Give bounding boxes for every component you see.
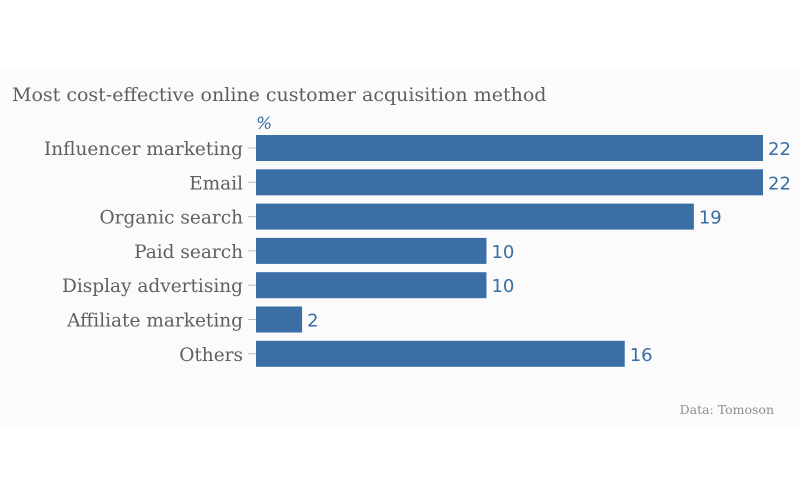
bar — [256, 272, 487, 299]
category-label: Display advertising — [62, 276, 243, 297]
data-source: Data: Tomoson — [679, 402, 774, 417]
chart-title: Most cost-effective online customer acqu… — [12, 84, 547, 106]
category-label: Influencer marketing — [44, 139, 243, 160]
value-label: 10 — [491, 276, 514, 297]
category-label: Email — [189, 173, 243, 194]
bar — [256, 340, 625, 367]
bar — [256, 135, 763, 161]
bars-group: Influencer marketing 22 Email 22 Organic sea… — [44, 135, 791, 367]
bar — [256, 306, 303, 333]
value-label: 2 — [307, 311, 318, 332]
category-label: Paid search — [134, 242, 243, 263]
category-label: Others — [179, 345, 243, 366]
bar — [256, 237, 487, 264]
bar — [256, 169, 763, 196]
value-label: 19 — [699, 208, 722, 229]
value-label: 22 — [768, 139, 791, 160]
category-label: Organic search — [99, 208, 243, 229]
bar — [256, 203, 694, 230]
category-label: Affiliate marketing — [66, 311, 243, 332]
value-label: 10 — [491, 242, 514, 263]
value-label: 16 — [630, 345, 653, 366]
unit-label: % — [256, 114, 273, 134]
value-label: 22 — [768, 173, 791, 194]
